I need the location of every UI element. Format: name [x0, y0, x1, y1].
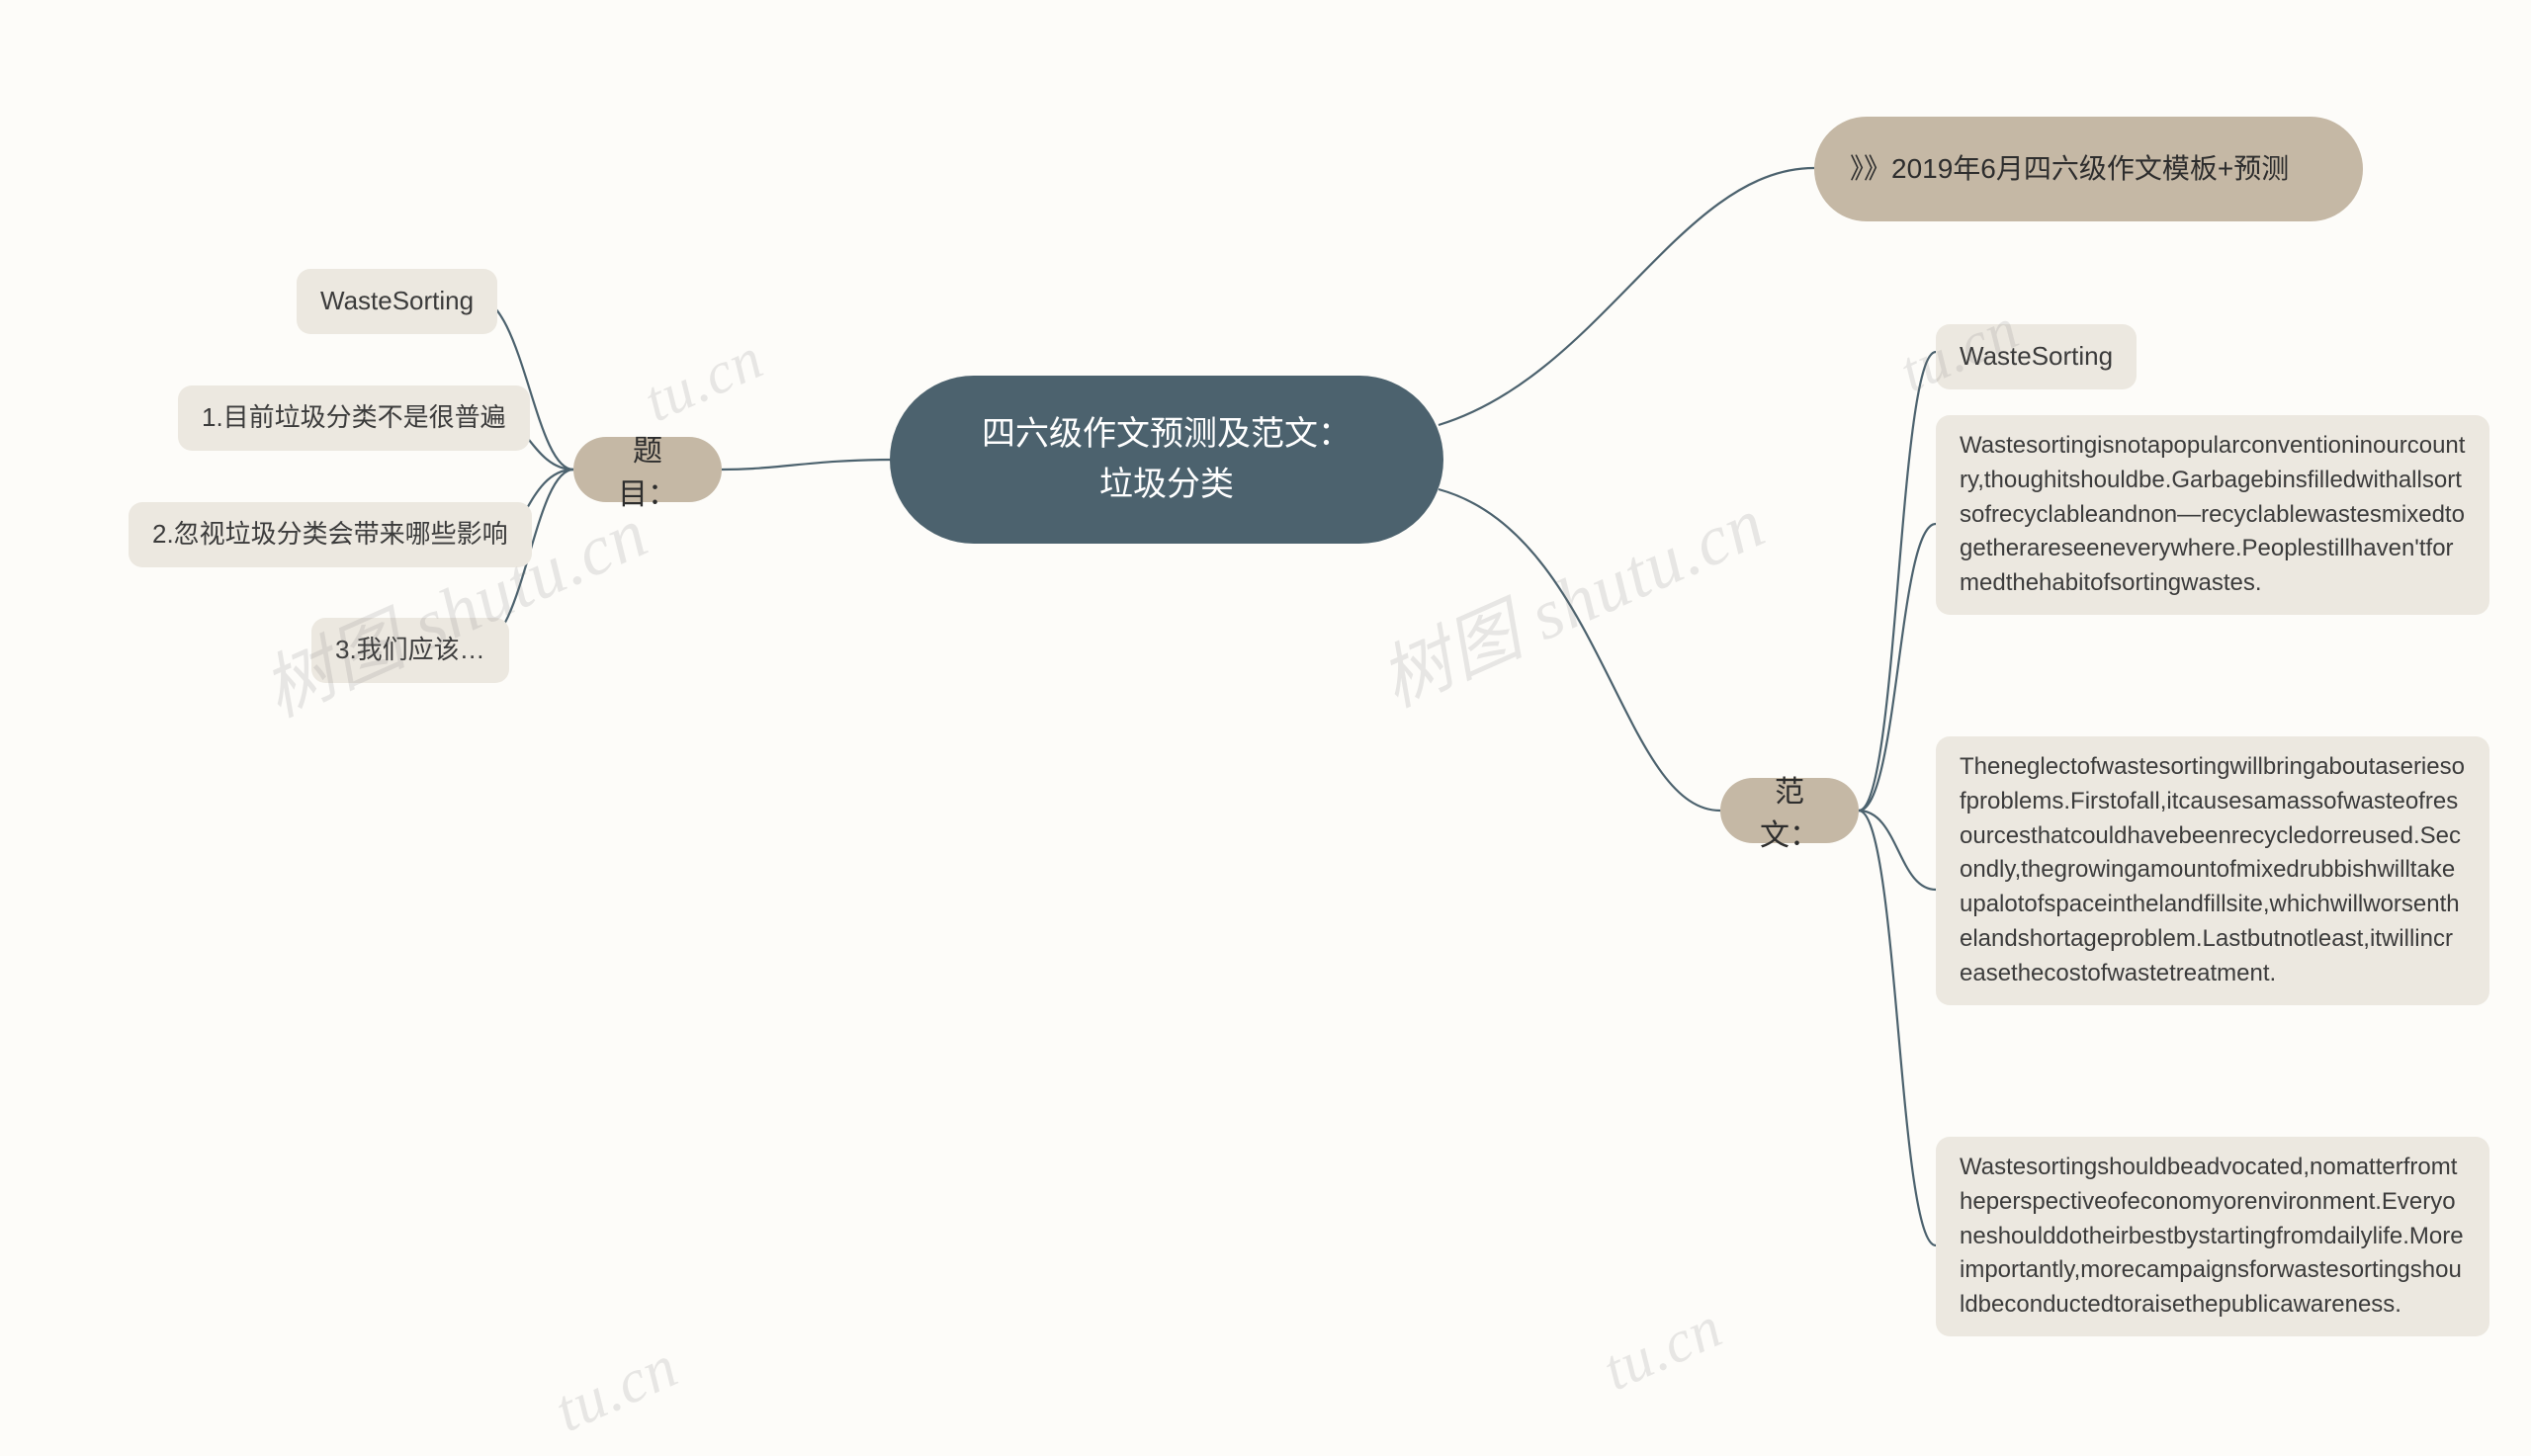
right-branch-node: 范文： — [1720, 778, 1859, 843]
left-leaf-1-text: 1.目前垃圾分类不是很普遍 — [202, 399, 506, 437]
left-branch-node: 题目： — [573, 437, 722, 502]
left-branch-label: 题目： — [617, 426, 678, 513]
right-leaf-0-text: WasteSorting — [1960, 338, 2113, 376]
right-top-text: 》》2019年6月四六级作文模板+预测 — [1850, 149, 2289, 188]
watermark-6: tu.cn — [1593, 1293, 1732, 1405]
left-leaf-0: WasteSorting — [297, 269, 497, 334]
center-node: 四六级作文预测及范文： 垃圾分类 — [890, 376, 1443, 544]
right-leaf-3: Wastesortingshouldbeadvocated,nomatterfr… — [1936, 1137, 2489, 1336]
center-title-line1: 四六级作文预测及范文： — [982, 409, 1352, 460]
right-branch-label: 范文： — [1760, 767, 1819, 854]
left-leaf-2: 2.忽视垃圾分类会带来哪些影响 — [129, 502, 532, 567]
left-leaf-3-text: 3.我们应该… — [335, 632, 485, 669]
watermark-5: tu.cn — [545, 1331, 688, 1447]
left-leaf-1: 1.目前垃圾分类不是很普遍 — [178, 385, 530, 451]
right-top-node: 》》2019年6月四六级作文模板+预测 — [1814, 117, 2363, 221]
left-leaf-2-text: 2.忽视垃圾分类会带来哪些影响 — [152, 516, 508, 554]
right-leaf-0: WasteSorting — [1936, 324, 2137, 389]
watermark-2: tu.cn — [634, 324, 773, 436]
right-leaf-3-text: Wastesortingshouldbeadvocated,nomatterfr… — [1960, 1151, 2466, 1323]
center-title-line2: 垃圾分类 — [982, 460, 1352, 510]
right-leaf-2: Theneglectofwastesortingwillbringaboutas… — [1936, 736, 2489, 1005]
left-leaf-3: 3.我们应该… — [311, 618, 509, 683]
left-leaf-0-text: WasteSorting — [320, 283, 474, 320]
right-leaf-1: Wastesortingisnotapopularconventioninour… — [1936, 415, 2489, 615]
right-leaf-2-text: Theneglectofwastesortingwillbringaboutas… — [1960, 750, 2466, 991]
right-leaf-1-text: Wastesortingisnotapopularconventioninour… — [1960, 429, 2466, 601]
